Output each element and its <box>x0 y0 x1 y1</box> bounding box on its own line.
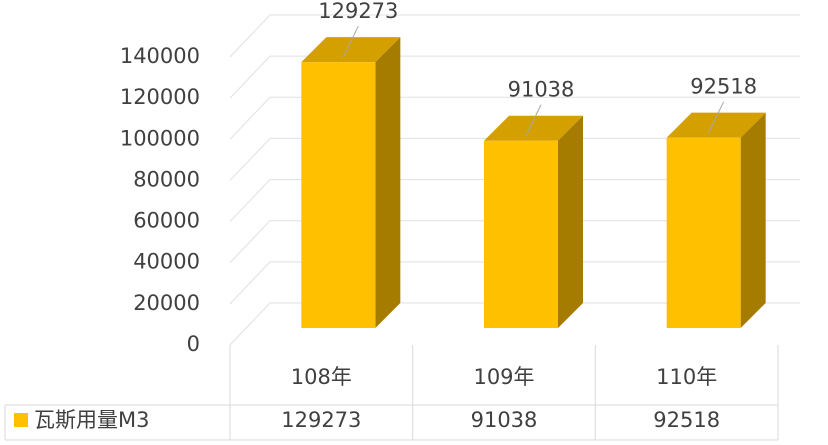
bar-face <box>484 115 583 141</box>
grid-line <box>229 220 800 264</box>
grid-line <box>229 96 800 140</box>
data-label: 129273 <box>318 0 398 23</box>
bar-face <box>484 140 558 328</box>
leader-line <box>342 25 359 58</box>
bar <box>666 112 766 329</box>
table-value: 91038 <box>471 408 538 432</box>
x-tick-label: 108年 <box>291 365 352 389</box>
legend-swatch <box>14 413 28 427</box>
bar-face <box>375 37 401 329</box>
grid-line <box>229 302 800 346</box>
bar-face <box>666 137 741 328</box>
x-tick-label: 110年 <box>656 365 717 389</box>
grid-line <box>229 261 800 305</box>
y-tick-label: 0 <box>187 332 200 356</box>
grid-line <box>229 55 800 99</box>
x-tick-label: 109年 <box>473 365 534 389</box>
y-tick-label: 20000 <box>133 291 200 315</box>
y-tick-label: 120000 <box>120 85 200 109</box>
grid-line <box>229 179 800 222</box>
y-tick-label: 80000 <box>133 167 200 191</box>
bar-face <box>558 115 583 328</box>
legend-label: 瓦斯用量M3 <box>34 408 149 432</box>
bar-face <box>666 112 766 138</box>
table-value: 92518 <box>653 408 720 432</box>
y-tick-label: 140000 <box>120 44 200 68</box>
table-value: 129273 <box>281 408 361 432</box>
leader-line <box>525 104 542 136</box>
bar-face <box>740 112 766 329</box>
y-tick-label: 60000 <box>133 209 200 233</box>
bar-face <box>301 37 401 63</box>
data-label: 92518 <box>690 75 757 99</box>
data-label: 91038 <box>508 78 575 102</box>
y-tick-label: 40000 <box>133 250 200 274</box>
grid-line <box>229 14 800 58</box>
bar <box>301 37 401 329</box>
bar-face <box>301 62 376 329</box>
grid-line <box>229 137 800 181</box>
y-tick-label: 100000 <box>120 126 200 150</box>
bar <box>484 115 583 328</box>
leader-line <box>708 101 725 133</box>
